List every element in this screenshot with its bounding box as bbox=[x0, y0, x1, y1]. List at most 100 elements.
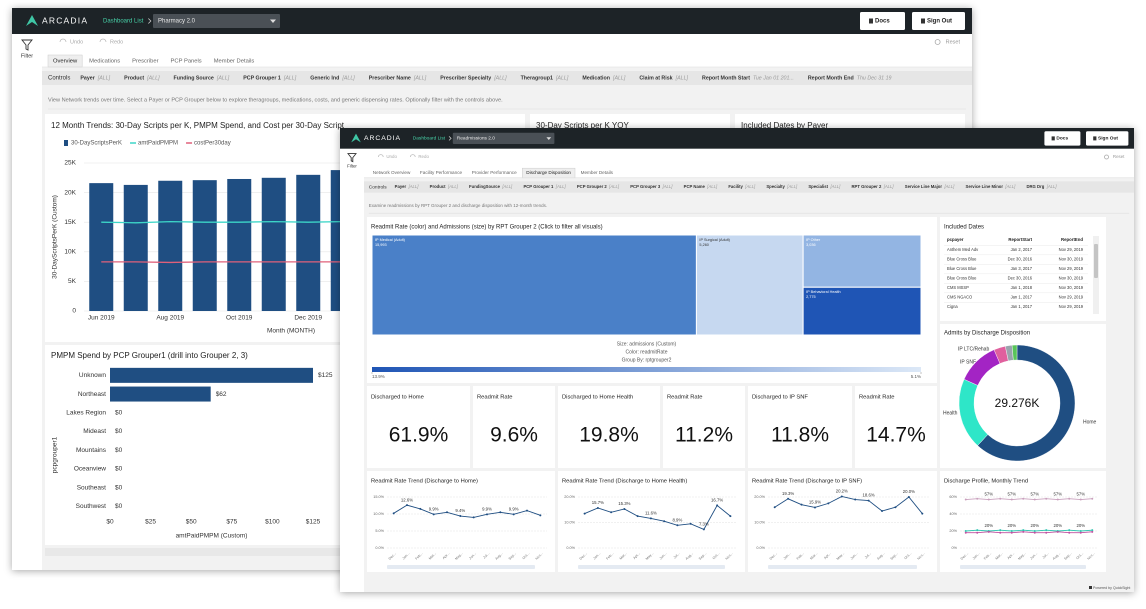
control-value[interactable]: [ALL] bbox=[555, 75, 569, 81]
control-value[interactable]: [ALL] bbox=[341, 75, 355, 81]
x-axis-title: Month (MONTH) bbox=[267, 328, 315, 335]
control-value[interactable]: [ALL] bbox=[883, 184, 895, 189]
redo-button[interactable]: Redo bbox=[418, 154, 429, 159]
control-value[interactable]: [ALL] bbox=[501, 184, 513, 189]
table-cell: Blue Cross Blue bbox=[947, 257, 977, 262]
signout-label[interactable]: Sign Out bbox=[927, 19, 952, 25]
redo-button[interactable]: Redo bbox=[110, 39, 123, 45]
control-name[interactable]: PCP Grouper 3 bbox=[630, 184, 661, 189]
control-value[interactable]: [ALL] bbox=[493, 75, 507, 81]
filter-label[interactable]: Filter bbox=[21, 53, 33, 59]
control-name[interactable]: Service Line Major bbox=[905, 184, 943, 189]
control-name[interactable]: Report Month Start bbox=[702, 75, 750, 81]
tab[interactable]: PCP Panels bbox=[171, 59, 202, 65]
tab[interactable]: Member Details bbox=[214, 59, 255, 65]
point bbox=[854, 499, 856, 501]
control-name[interactable]: Product bbox=[124, 75, 144, 81]
point bbox=[473, 516, 475, 518]
control-name[interactable]: Prescriber Name bbox=[369, 75, 411, 81]
tab[interactable]: Prescriber bbox=[132, 59, 158, 65]
control-name[interactable]: Claim at Risk bbox=[639, 75, 672, 81]
control-value[interactable]: [ALL] bbox=[555, 184, 567, 189]
point bbox=[881, 510, 883, 512]
control-name[interactable]: Specialty bbox=[766, 184, 785, 189]
control-name[interactable]: Specialist bbox=[808, 184, 828, 189]
control-name[interactable]: PCP Name bbox=[684, 184, 706, 189]
y-tick-label: 15K bbox=[64, 219, 76, 226]
docs-label[interactable]: Docs bbox=[875, 19, 890, 25]
point bbox=[921, 513, 923, 515]
control-value[interactable]: Tue Jan 01 201... bbox=[753, 75, 794, 81]
y-tick-label: 5K bbox=[68, 278, 77, 285]
control-value[interactable]: [ALL] bbox=[408, 184, 420, 189]
filter-label[interactable]: Filter bbox=[347, 164, 357, 169]
control-name[interactable]: Report Month End bbox=[808, 75, 854, 81]
control-value[interactable]: [ALL] bbox=[706, 184, 718, 189]
control-value[interactable]: [ALL] bbox=[146, 75, 160, 81]
chart-title: Readmit Rate (color) and Admissions (siz… bbox=[371, 225, 603, 231]
x-tick-label: Jun 2019 bbox=[88, 315, 115, 322]
tab[interactable]: Network Overview bbox=[373, 170, 411, 175]
control-value[interactable]: [ALL] bbox=[786, 184, 798, 189]
y-tick-label: Southwest bbox=[76, 503, 107, 510]
tab[interactable]: Facility Performance bbox=[420, 170, 463, 175]
control-name[interactable]: Medication bbox=[582, 75, 610, 81]
control-value[interactable]: [ALL] bbox=[1004, 184, 1016, 189]
control-name[interactable]: Theragroup1 bbox=[521, 75, 553, 81]
docs-label[interactable]: Docs bbox=[1056, 136, 1068, 142]
control-name[interactable]: Generic Ind bbox=[310, 75, 339, 81]
reset-button[interactable]: Reset bbox=[1113, 154, 1125, 159]
nav-link[interactable]: Dashboard List bbox=[103, 19, 144, 25]
control-value[interactable]: [ALL] bbox=[447, 184, 459, 189]
tab[interactable]: Medications bbox=[89, 59, 120, 65]
y-tick-label: 0.0% bbox=[566, 546, 575, 550]
control-name[interactable]: Payer bbox=[80, 75, 94, 81]
undo-button[interactable]: Undo bbox=[70, 39, 83, 45]
undo-button[interactable]: Undo bbox=[386, 154, 397, 159]
control-name[interactable]: Payer bbox=[395, 184, 407, 189]
table-cell: Nov 29, 2019 bbox=[1059, 304, 1084, 309]
control-value[interactable]: [ALL] bbox=[675, 75, 689, 81]
tab[interactable]: Member Details bbox=[581, 170, 614, 175]
control-value[interactable]: Thu Dec 31 19 bbox=[857, 75, 892, 81]
control-name[interactable]: Product bbox=[430, 184, 447, 189]
control-name[interactable]: Funding Source bbox=[174, 75, 214, 81]
control-value[interactable]: [ALL] bbox=[216, 75, 230, 81]
chart-title: PMPM Spend by PCP Grouper1 (drill into G… bbox=[51, 351, 248, 360]
tab[interactable]: Overview bbox=[53, 59, 78, 65]
control-name[interactable]: FundingSource bbox=[469, 184, 501, 189]
control-value[interactable]: [ALL] bbox=[612, 75, 626, 81]
control-name[interactable]: PCP Grouper 1 bbox=[243, 75, 281, 81]
kpi-value: 11.2% bbox=[675, 424, 733, 447]
control-name[interactable]: Prescriber Specialty bbox=[440, 75, 491, 81]
tab[interactable]: Provider Performance bbox=[472, 170, 517, 175]
control-value[interactable]: [ALL] bbox=[413, 75, 427, 81]
control-value[interactable]: [ALL] bbox=[283, 75, 297, 81]
control-value[interactable]: [ALL] bbox=[829, 184, 841, 189]
control-name[interactable]: RPT Grouper 2 bbox=[852, 184, 882, 189]
point bbox=[419, 508, 421, 510]
point bbox=[894, 506, 896, 508]
reset-button[interactable]: Reset bbox=[946, 39, 961, 45]
tab[interactable]: Discharge Disposition bbox=[526, 170, 571, 175]
control-value[interactable]: [ALL] bbox=[943, 184, 955, 189]
control-name[interactable]: PCP Grouper 1 bbox=[523, 184, 554, 189]
scrollbar bbox=[768, 565, 917, 569]
table-cell: Blue Cross Blue bbox=[947, 276, 977, 281]
table-cell: Jan 1, 2018 bbox=[1011, 285, 1033, 290]
control-name[interactable]: PCP Grouper 2 bbox=[577, 184, 608, 189]
table-cell: Anthem Med Adv bbox=[947, 247, 979, 252]
control-value[interactable]: [ALL] bbox=[97, 75, 111, 81]
nav-link[interactable]: Dashboard List bbox=[413, 136, 446, 142]
point bbox=[406, 504, 408, 506]
signout-label[interactable]: Sign Out bbox=[1098, 136, 1118, 142]
control-value[interactable]: [ALL] bbox=[608, 184, 620, 189]
x-tick-label: $125 bbox=[306, 519, 321, 526]
x-axis-title: amtPaidPMPM (Custom) bbox=[176, 533, 248, 540]
control-value[interactable]: [ALL] bbox=[1046, 184, 1058, 189]
control-name[interactable]: Service Line Minor bbox=[966, 184, 1004, 189]
control-name[interactable]: DRG Drg bbox=[1026, 184, 1044, 189]
control-name[interactable]: Facility bbox=[728, 184, 743, 189]
control-value[interactable]: [ALL] bbox=[662, 184, 674, 189]
control-value[interactable]: [ALL] bbox=[744, 184, 756, 189]
